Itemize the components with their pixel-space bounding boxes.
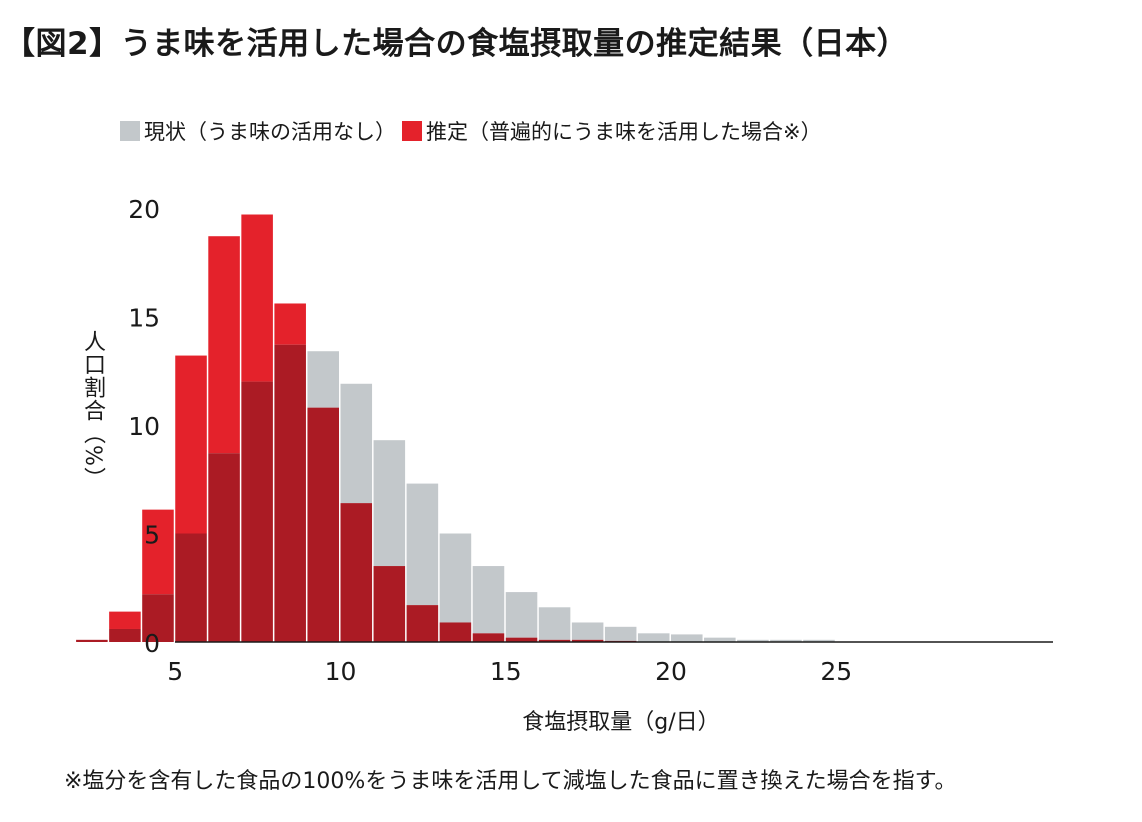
bar-overlap-bin-11 <box>373 566 406 642</box>
bar-current-bin-11 <box>373 440 406 567</box>
bar-overlap-bin-10 <box>340 503 373 642</box>
bar-overlap-bin-8 <box>274 344 306 642</box>
bar-estimated-bin-5 <box>175 355 207 534</box>
bar-overlap-bin-7 <box>241 381 273 642</box>
bar-current-bin-23 <box>770 639 802 642</box>
bar-current-bin-9 <box>307 351 339 408</box>
bar-current-bin-13 <box>439 533 472 623</box>
bar-overlap-bin-14 <box>472 633 505 642</box>
bar-current-bin-21 <box>704 637 736 642</box>
bar-overlap-bin-17 <box>571 639 604 642</box>
x-tick-label-10: 10 <box>325 657 357 686</box>
bar-current-bin-24 <box>803 639 835 642</box>
bar-overlap-bin-16 <box>538 639 571 642</box>
x-axis-label: 食塩摂取量（g/日） <box>522 710 720 735</box>
legend-swatch-current <box>120 121 140 141</box>
x-tick-label-15: 15 <box>490 657 522 686</box>
bar-current-bin-17 <box>571 622 604 640</box>
bar-overlap-bin-3 <box>109 628 141 642</box>
bar-estimated-bin-6 <box>208 236 240 454</box>
bar-current-bin-18 <box>604 626 637 641</box>
legend-label-estimated: 推定（普遍的にうま味を活用した場合※） <box>426 120 822 144</box>
legend-item-estimated: 推定（普遍的にうま味を活用した場合※） <box>402 116 822 146</box>
y-tick-label-0: 0 <box>144 629 160 658</box>
x-tick-label-25: 25 <box>820 657 852 686</box>
bar-current-bin-12 <box>406 483 439 606</box>
bar-estimated-bin-4 <box>142 509 174 595</box>
bar-overlap-bin-2 <box>76 639 108 642</box>
legend: 現状（うま味の活用なし） 推定（普遍的にうま味を活用した場合※） <box>120 116 828 146</box>
legend-item-current: 現状（うま味の活用なし） <box>120 116 396 146</box>
bar-overlap-bin-13 <box>439 622 472 642</box>
bar-overlap-bin-6 <box>208 453 240 642</box>
bar-current-bin-20 <box>671 634 703 642</box>
bar-overlap-bin-15 <box>505 637 538 642</box>
x-tick-label-20: 20 <box>655 657 687 686</box>
bar-current-bin-22 <box>737 639 769 642</box>
chart-title: 【図2】うま味を活用した場合の食塩摂取量の推定結果（日本） <box>4 26 909 62</box>
x-tick-label-5: 5 <box>167 657 183 686</box>
bar-overlap-bin-12 <box>406 605 439 642</box>
bar-overlap-bin-4 <box>142 594 174 642</box>
y-tick-label-20: 20 <box>128 195 160 224</box>
bar-overlap-bin-5 <box>175 533 207 642</box>
legend-label-current: 現状（うま味の活用なし） <box>144 120 396 144</box>
bar-current-bin-15 <box>505 592 538 638</box>
bar-estimated-bin-8 <box>274 303 306 345</box>
bar-current-bin-10 <box>340 383 373 504</box>
y-axis-label: 人口割合（%） <box>80 330 105 490</box>
y-tick-label-5: 5 <box>144 521 160 550</box>
bar-current-bin-19 <box>637 633 670 642</box>
bar-estimated-bin-7 <box>241 214 273 382</box>
bar-estimated-bin-3 <box>109 611 141 629</box>
bar-overlap-bin-9 <box>307 407 339 642</box>
legend-swatch-estimated <box>402 121 422 141</box>
bar-current-bin-16 <box>538 607 571 640</box>
footnote: ※塩分を含有した食品の100%をうま味を活用して減塩した食品に置き換えた場合を指… <box>64 769 957 794</box>
y-tick-label-10: 10 <box>128 412 160 441</box>
y-tick-label-15: 15 <box>128 304 160 333</box>
bar-current-bin-14 <box>472 566 505 634</box>
